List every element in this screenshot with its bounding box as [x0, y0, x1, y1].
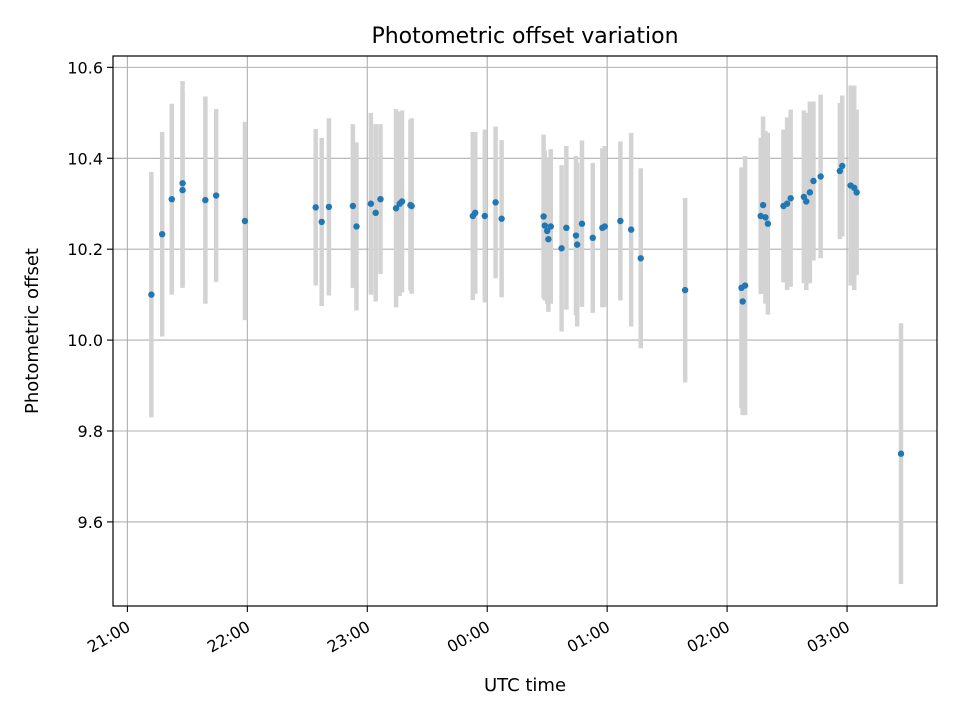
data-point	[372, 209, 379, 217]
data-point	[897, 450, 905, 457]
data-point	[681, 286, 689, 294]
y-axis-ticks: 9.6 9.8 10.0 10.2 10.4 10.6	[67, 58, 113, 532]
data-point	[398, 198, 406, 205]
data-point	[787, 195, 794, 202]
data-point	[572, 232, 580, 239]
x-axis-title: UTC time	[484, 675, 566, 696]
data-points	[148, 162, 905, 457]
data-point	[617, 217, 624, 225]
y-tick-label: 10.6	[67, 58, 103, 77]
y-tick-label: 10.4	[67, 149, 103, 168]
data-point	[545, 235, 552, 243]
data-point	[741, 282, 749, 289]
data-point	[589, 234, 596, 242]
data-point	[637, 255, 644, 262]
data-point	[806, 189, 814, 196]
data-point	[836, 167, 844, 175]
data-point	[853, 189, 860, 196]
data-point	[349, 202, 357, 210]
data-point	[573, 241, 581, 248]
data-point	[312, 204, 319, 211]
data-point	[543, 227, 551, 235]
data-point	[325, 203, 333, 211]
data-point	[408, 202, 415, 210]
y-tick-label: 9.8	[78, 422, 103, 441]
data-point	[148, 291, 155, 298]
data-point	[547, 223, 554, 230]
data-point	[392, 205, 400, 212]
data-point	[563, 224, 570, 232]
data-point	[783, 200, 791, 207]
data-point	[757, 212, 764, 220]
data-point	[817, 173, 824, 180]
data-point	[541, 222, 548, 229]
y-tick-label: 10.0	[67, 331, 103, 350]
data-point	[578, 220, 586, 227]
data-point	[839, 162, 846, 170]
grid-lines	[113, 56, 937, 606]
plot-frame	[112, 55, 938, 607]
data-point	[241, 217, 249, 225]
data-point	[492, 199, 499, 206]
data-point	[353, 223, 360, 230]
data-point	[158, 230, 166, 238]
data-point	[179, 180, 186, 187]
y-tick-label: 10.2	[67, 240, 103, 259]
data-point	[759, 201, 767, 209]
chart-title: Photometric offset variation	[371, 24, 678, 49]
data-point	[498, 215, 505, 222]
data-point	[764, 220, 772, 227]
data-point	[601, 223, 608, 230]
data-point	[212, 192, 220, 199]
data-point	[168, 195, 175, 203]
data-point	[810, 177, 817, 185]
data-point	[179, 186, 186, 194]
data-point	[472, 209, 479, 217]
data-point	[739, 298, 746, 305]
data-point	[762, 214, 769, 221]
data-point	[367, 200, 375, 207]
data-point	[627, 226, 635, 233]
y-axis-title: Photometric offset	[22, 248, 43, 414]
y-tick-label: 9.6	[78, 513, 103, 532]
data-point	[481, 212, 489, 220]
data-point	[558, 245, 565, 252]
data-point	[377, 195, 384, 203]
data-point	[318, 218, 325, 226]
data-point	[803, 198, 810, 205]
data-point	[540, 213, 547, 220]
data-point	[202, 196, 209, 204]
